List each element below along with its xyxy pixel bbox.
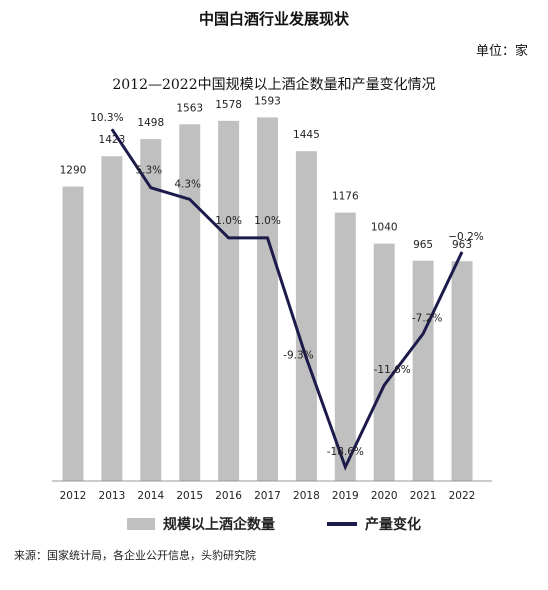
chart-legend: 规模以上酒企数量 产量变化 — [0, 514, 548, 534]
bar-2020 — [373, 243, 395, 481]
x-tick-label-2019: 2019 — [332, 490, 359, 502]
legend-swatch-line — [327, 522, 357, 526]
bar-value-label-2017: 1593 — [254, 95, 281, 107]
bar-value-label-2016: 1578 — [215, 99, 242, 111]
bar-2014 — [140, 139, 162, 482]
bar-2019 — [334, 212, 356, 482]
line-value-label-2022: −0.2% — [448, 231, 483, 243]
line-value-label-2016: 1.0% — [215, 215, 242, 227]
bar-2018 — [295, 151, 317, 481]
x-tick-label-2018: 2018 — [293, 490, 320, 502]
x-tick-label-2013: 2013 — [99, 490, 126, 502]
bar-value-label-2021: 965 — [413, 239, 433, 251]
x-tick-label-2021: 2021 — [410, 490, 437, 502]
x-tick-label-2016: 2016 — [215, 490, 242, 502]
x-tick-label-2014: 2014 — [137, 490, 164, 502]
line-value-label-2019: -18.6% — [327, 446, 364, 458]
bar-value-label-2020: 1040 — [371, 222, 398, 234]
line-value-label-2014: 5.3% — [135, 165, 162, 177]
line-value-label-2015: 4.3% — [174, 178, 201, 190]
source-note: 来源：国家统计局，各企业公开信息，头豹研究院 — [14, 549, 256, 562]
bar-2017 — [257, 117, 278, 481]
line-value-label-2020: -11.6% — [374, 364, 411, 376]
line-value-label-2018: -9.3% — [283, 349, 313, 361]
bar-value-label-2012: 1290 — [60, 165, 87, 177]
x-tick-label-2022: 2022 — [449, 490, 476, 502]
bar-2015 — [179, 124, 201, 481]
x-tick-label-2012: 2012 — [60, 490, 87, 502]
unit-label: 单位：家 — [475, 44, 528, 59]
legend-label-line: 产量变化 — [365, 517, 421, 533]
bar-value-label-2018: 1445 — [293, 129, 320, 141]
bar-2012 — [62, 186, 84, 481]
bar-value-label-2014: 1498 — [137, 117, 164, 129]
bar-2016 — [218, 120, 240, 482]
bar-2013 — [101, 156, 123, 481]
x-tick-label-2015: 2015 — [176, 490, 203, 502]
legend-swatch-bar — [127, 518, 155, 530]
bar-value-label-2015: 1563 — [176, 102, 203, 114]
chart-title: 2012—2022中国规模以上酒企数量和产量变化情况 — [112, 77, 436, 93]
line-value-label-2013: 10.3% — [90, 112, 123, 124]
legend-label-bars: 规模以上酒企数量 — [163, 517, 275, 533]
bar-value-label-2022: 963 — [452, 239, 472, 251]
line-production-change — [110, 128, 464, 471]
x-tick-label-2017: 2017 — [254, 490, 281, 502]
legend-entry-line: 产量变化 — [327, 514, 421, 534]
line-value-label-2017: 1.0% — [254, 215, 281, 227]
legend-entry-bars: 规模以上酒企数量 — [127, 514, 275, 534]
bar-2021 — [412, 260, 434, 481]
x-tick-label-2020: 2020 — [371, 490, 398, 502]
bar-2022 — [451, 261, 473, 481]
main-title: 中国白酒行业发展现状 — [198, 10, 349, 28]
bar-value-label-2019: 1176 — [332, 191, 359, 203]
line-value-label-2021: -7.2% — [412, 313, 442, 325]
